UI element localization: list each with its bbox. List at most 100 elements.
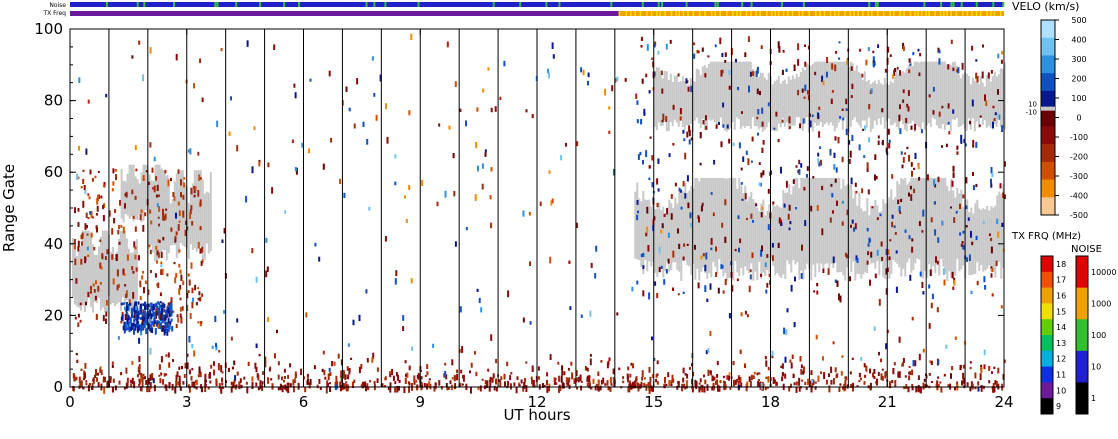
echo-cell	[687, 86, 690, 92]
echo-cell	[172, 192, 175, 197]
echo-cell	[184, 362, 187, 367]
echo-cell	[170, 313, 173, 317]
ground-scatter-cell	[934, 177, 937, 274]
echo-cell	[889, 54, 892, 57]
echo-cell	[761, 245, 763, 252]
echo-cell	[156, 308, 159, 316]
echo-cell	[833, 164, 836, 170]
echo-cell	[456, 369, 459, 373]
echo-cell	[976, 76, 979, 83]
echo-cell	[677, 293, 680, 296]
echo-cell	[489, 376, 492, 381]
echo-cell	[199, 226, 202, 231]
velocity-color-swatch	[1041, 108, 1055, 127]
echo-cell	[490, 334, 493, 341]
echo-cell	[848, 140, 851, 145]
ground-scatter-cell	[823, 61, 826, 125]
echo-cell	[251, 376, 254, 382]
echo-cell	[87, 99, 90, 104]
ground-scatter-cell	[743, 61, 746, 128]
echo-cell	[189, 148, 192, 155]
echo-cell	[613, 169, 616, 176]
echo-cell	[684, 152, 687, 160]
ground-scatter-cell	[747, 61, 750, 126]
ground-scatter-cell	[690, 185, 693, 275]
echo-cell	[744, 310, 747, 315]
ground-scatter-cell	[123, 230, 126, 304]
echo-cell	[831, 193, 834, 198]
echo-cell	[264, 361, 267, 368]
ground-scatter-cell	[978, 208, 981, 271]
echo-cell	[817, 112, 820, 119]
echo-cell	[120, 320, 123, 324]
ground-scatter-cell	[71, 238, 74, 298]
echo-cell	[810, 386, 813, 391]
echo-cell	[786, 308, 789, 313]
echo-cell	[488, 387, 491, 392]
echo-cell	[136, 313, 139, 320]
echo-cell	[878, 351, 880, 356]
echo-cell	[180, 316, 183, 324]
echo-cell	[905, 117, 908, 124]
echo-cell	[657, 188, 660, 192]
echo-cell	[154, 273, 157, 278]
txfreq-tick-label: 12	[1056, 355, 1066, 364]
ground-scatter-cell	[109, 251, 112, 305]
echo-cell	[158, 374, 161, 377]
echo-cell	[656, 202, 659, 208]
txfreq-bar-tick	[771, 11, 773, 16]
echo-cell	[915, 386, 918, 393]
echo-cell	[873, 369, 876, 374]
x-tick-label: 3	[182, 393, 192, 411]
echo-cell	[894, 380, 897, 387]
echo-cell	[994, 380, 997, 385]
echo-cell	[141, 325, 144, 331]
echo-cell	[837, 137, 840, 144]
echo-cell	[588, 380, 591, 385]
ground-scatter-cell	[209, 172, 212, 252]
echo-cell	[145, 170, 148, 173]
echo-cell	[909, 371, 912, 375]
echo-cell	[434, 382, 437, 390]
echo-cell	[157, 194, 160, 198]
echo-cell	[624, 78, 627, 82]
echo-cell	[271, 383, 274, 390]
echo-cell	[161, 314, 164, 320]
ground-scatter-cell	[925, 61, 928, 126]
echo-cell	[945, 344, 948, 349]
echo-cell	[165, 354, 168, 357]
ground-scatter-cell	[874, 200, 877, 269]
echo-cell	[236, 371, 239, 376]
echo-cell	[845, 98, 848, 105]
txfreq-bar-tick	[975, 11, 978, 16]
echo-cell	[722, 124, 725, 128]
ground-scatter-cell	[1001, 68, 1004, 129]
echo-cell	[715, 246, 717, 252]
ground-scatter-cell	[837, 61, 840, 123]
echo-cell	[142, 225, 145, 232]
echo-cell	[95, 369, 97, 376]
echo-cell	[261, 381, 264, 385]
txfreq-bar-tick	[837, 11, 840, 16]
echo-cell	[691, 386, 694, 393]
echo-cell	[812, 176, 815, 179]
ground-scatter-cell	[723, 61, 726, 131]
echo-cell	[131, 360, 134, 365]
echo-cell	[232, 383, 235, 388]
echo-cell	[797, 43, 800, 51]
ground-scatter-cell	[984, 209, 987, 271]
echo-cell	[149, 142, 152, 148]
echo-cell	[306, 378, 309, 385]
echo-cell	[489, 195, 492, 200]
echo-cell	[451, 359, 454, 366]
echo-cell	[651, 182, 654, 188]
echo-cell	[251, 248, 254, 254]
echo-cell	[161, 319, 164, 324]
echo-cell	[548, 386, 550, 392]
echo-cell	[962, 372, 965, 380]
echo-cell	[733, 379, 735, 387]
echo-cell	[188, 335, 191, 343]
velocity-color-swatch	[1041, 197, 1055, 216]
echo-cell	[179, 297, 182, 301]
ground-scatter-cell	[755, 68, 758, 127]
